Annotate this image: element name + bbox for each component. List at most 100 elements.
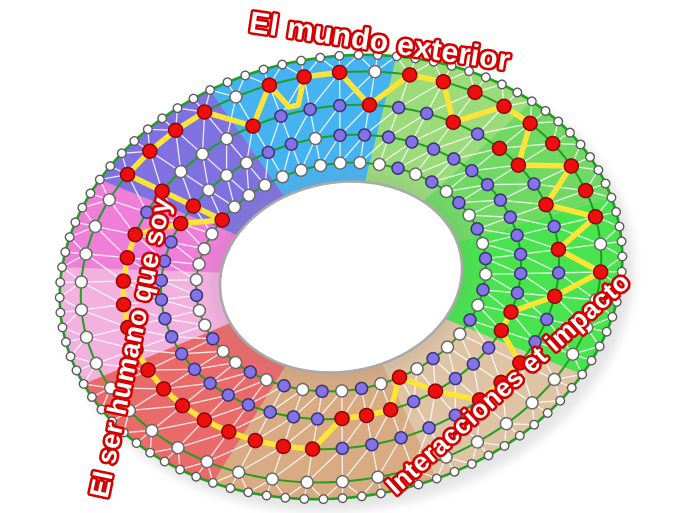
node-ring4-spoke15[interactable] (478, 267, 493, 281)
node-ring1-spoke33[interactable] (122, 403, 137, 418)
node-ring2-spoke36[interactable] (120, 319, 136, 336)
node-ring4-spoke30[interactable] (259, 373, 274, 387)
node-ring4-spoke40[interactable] (197, 242, 211, 256)
node-ring3-spoke28[interactable] (286, 410, 301, 424)
node-ring4-spoke7[interactable] (408, 167, 423, 181)
node-ring2-spoke34[interactable] (140, 362, 156, 378)
node-ring3-spoke0[interactable] (261, 145, 276, 160)
node-ring4-spoke12[interactable] (470, 222, 484, 236)
node-ring3-spoke34[interactable] (174, 347, 189, 361)
node-ring1-spoke23[interactable] (439, 450, 453, 464)
node-ring3-spoke15[interactable] (513, 266, 528, 281)
node-ring1-spoke29[interactable] (231, 465, 246, 479)
node-ring1-spoke18[interactable] (565, 347, 580, 361)
node-ring1-spoke28[interactable] (265, 472, 280, 486)
node-ring2-spoke19[interactable] (512, 355, 528, 371)
node-ring3-spoke17[interactable] (503, 304, 519, 320)
node-ring2-spoke25[interactable] (365, 437, 379, 452)
node-ring3-spoke45[interactable] (239, 156, 254, 170)
node-ring4-spoke14[interactable] (478, 251, 493, 266)
node-ring1-spoke42[interactable] (119, 166, 136, 183)
node-ring3-spoke22[interactable] (427, 383, 444, 399)
node-ring2-spoke35[interactable] (128, 341, 144, 358)
node-ring2-spoke4[interactable] (361, 97, 378, 113)
node-ring2-spoke14[interactable] (550, 241, 567, 258)
node-ring1-spoke26[interactable] (335, 474, 350, 489)
node-ring2-spoke12[interactable] (538, 196, 554, 213)
node-ring1-spoke40[interactable] (88, 219, 103, 234)
node-ring4-spoke44[interactable] (242, 188, 256, 203)
node-ring2-spoke40[interactable] (127, 226, 143, 243)
node-ring1-spoke4[interactable] (368, 64, 382, 79)
node-ring3-spoke11[interactable] (493, 193, 508, 207)
node-ring4-spoke16[interactable] (476, 283, 490, 297)
node-ring1-spoke17[interactable] (579, 320, 594, 335)
node-ring4-spoke31[interactable] (243, 365, 257, 379)
node-ring3-spoke39[interactable] (157, 254, 172, 268)
node-ring4-spoke4[interactable] (353, 155, 367, 170)
node-ring1-spoke3[interactable] (331, 64, 348, 81)
node-ring3-spoke42[interactable] (185, 198, 202, 214)
node-ring4-spoke43[interactable] (227, 200, 242, 214)
node-ring3-spoke16[interactable] (510, 286, 525, 300)
node-ring2-spoke1[interactable] (274, 109, 288, 123)
node-ring3-spoke35[interactable] (164, 330, 179, 344)
node-ring2-spoke16[interactable] (546, 288, 563, 305)
node-ring2-spoke30[interactable] (221, 423, 237, 440)
node-ring3-spoke37[interactable] (154, 292, 169, 307)
node-ring3-spoke21[interactable] (448, 371, 463, 386)
node-ring3-spoke44[interactable] (219, 168, 234, 183)
node-ring3-spoke2[interactable] (308, 131, 323, 146)
node-ring4-spoke45[interactable] (258, 178, 272, 192)
node-ring1-spoke37[interactable] (74, 303, 89, 317)
node-ring3-spoke10[interactable] (480, 177, 495, 192)
node-ring1-spoke39[interactable] (79, 247, 93, 261)
node-ring2-spoke38[interactable] (115, 273, 132, 289)
node-ring2-spoke0[interactable] (245, 118, 261, 134)
node-ring3-spoke36[interactable] (158, 311, 172, 326)
node-ring2-spoke3[interactable] (332, 98, 347, 113)
node-ring4-spoke41[interactable] (205, 227, 219, 241)
node-ring4-spoke3[interactable] (333, 156, 347, 170)
node-ring2-spoke8[interactable] (470, 127, 485, 141)
node-ring1-spoke41[interactable] (102, 193, 117, 207)
node-ring3-spoke40[interactable] (164, 235, 178, 249)
node-ring2-spoke23[interactable] (422, 421, 436, 435)
node-ring2-spoke39[interactable] (119, 249, 136, 266)
node-ring1-spoke5[interactable] (401, 67, 418, 83)
node-ring3-spoke5[interactable] (381, 130, 396, 144)
node-ring1-spoke27[interactable] (300, 475, 314, 490)
node-ring4-spoke18[interactable] (463, 313, 477, 327)
node-ring3-spoke18[interactable] (493, 322, 510, 339)
node-ring1-spoke7[interactable] (467, 84, 483, 101)
node-ring4-spoke6[interactable] (391, 161, 405, 176)
node-ring2-spoke17[interactable] (540, 312, 554, 327)
node-ring4-spoke42[interactable] (214, 212, 230, 228)
node-ring2-spoke21[interactable] (471, 392, 488, 408)
node-ring1-spoke10[interactable] (544, 135, 561, 152)
node-ring1-spoke19[interactable] (547, 372, 562, 387)
node-ring2-spoke33[interactable] (155, 381, 172, 397)
node-ring3-spoke41[interactable] (172, 215, 189, 232)
node-ring1-spoke43[interactable] (142, 143, 158, 159)
node-ring3-spoke27[interactable] (310, 412, 325, 426)
node-ring1-spoke24[interactable] (405, 462, 420, 476)
node-ring2-spoke44[interactable] (195, 147, 210, 161)
node-ring2-spoke13[interactable] (547, 219, 561, 234)
node-ring2-spoke22[interactable] (448, 408, 463, 422)
node-ring2-spoke6[interactable] (419, 106, 434, 121)
node-ring4-spoke19[interactable] (453, 327, 467, 341)
node-ring3-spoke20[interactable] (466, 357, 481, 371)
node-ring2-spoke31[interactable] (196, 412, 213, 428)
node-ring1-spoke1[interactable] (261, 77, 278, 93)
node-ring3-spoke43[interactable] (201, 183, 216, 197)
node-ring1-spoke13[interactable] (587, 209, 604, 225)
node-ring4-spoke28[interactable] (295, 382, 310, 397)
node-ring1-spoke2[interactable] (296, 69, 312, 85)
node-ring4-spoke2[interactable] (313, 158, 328, 173)
node-ring1-spoke14[interactable] (593, 237, 608, 251)
node-ring1-spoke21[interactable] (499, 416, 514, 431)
node-ring3-spoke23[interactable] (406, 394, 421, 409)
node-ring2-spoke5[interactable] (391, 100, 406, 115)
node-ring4-spoke36[interactable] (192, 303, 207, 318)
